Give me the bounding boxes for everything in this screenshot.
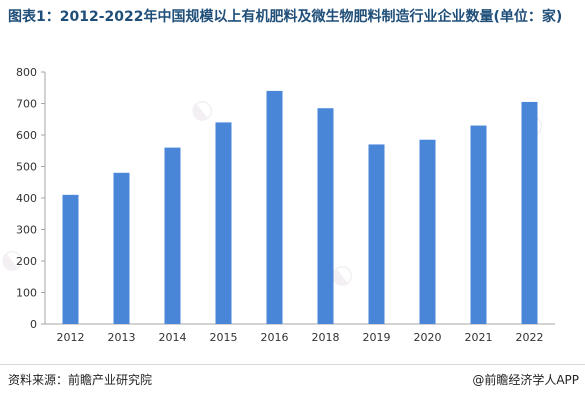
y-tick-label: 100 <box>16 287 37 300</box>
x-tick-label: 2020 <box>414 331 442 344</box>
footer-divider <box>0 364 585 365</box>
y-axis-ticks: 0 100 200 300 400 500 600 700 800 <box>16 66 45 331</box>
x-tick-label: 2021 <box>465 331 493 344</box>
x-tick-label: 2016 <box>261 331 289 344</box>
bar-2012 <box>62 194 79 324</box>
x-tick-label: 2022 <box>516 331 544 344</box>
bar-2018 <box>317 108 334 324</box>
x-axis-ticks: 2012 2013 2014 2015 2016 2018 2019 2020 2021 2022 <box>57 331 544 344</box>
x-tick-label: 2012 <box>57 331 85 344</box>
bar-2021 <box>470 125 487 324</box>
x-tick-label: 2015 <box>210 331 238 344</box>
bar-2016 <box>266 90 283 325</box>
y-tick-label: 800 <box>16 66 37 79</box>
x-tick-label: 2018 <box>312 331 340 344</box>
bar-2019 <box>368 144 385 324</box>
y-tick-label: 0 <box>30 318 37 331</box>
bar-2020 <box>419 139 436 324</box>
bar-2022 <box>521 101 538 324</box>
bars <box>62 90 538 325</box>
bar-2014 <box>164 147 181 324</box>
source-note: 资料来源：前瞻产业研究院 <box>8 373 153 387</box>
bar-2013 <box>113 172 130 324</box>
y-tick-label: 600 <box>16 129 37 142</box>
publisher-credit: @前瞻经济学人APP <box>472 373 579 387</box>
y-tick-label: 500 <box>16 161 37 174</box>
y-tick-label: 200 <box>16 255 37 268</box>
chart-title: 图表1：2012-2022年中国规模以上有机肥料及微生物肥料制造行业企业数量(单… <box>8 9 563 25</box>
y-tick-label: 300 <box>16 224 37 237</box>
bar-2015 <box>215 122 232 325</box>
x-tick-label: 2013 <box>108 331 136 344</box>
x-tick-label: 2019 <box>363 331 391 344</box>
y-tick-label: 700 <box>16 98 37 111</box>
y-tick-label: 400 <box>16 192 37 205</box>
x-tick-label: 2014 <box>159 331 187 344</box>
